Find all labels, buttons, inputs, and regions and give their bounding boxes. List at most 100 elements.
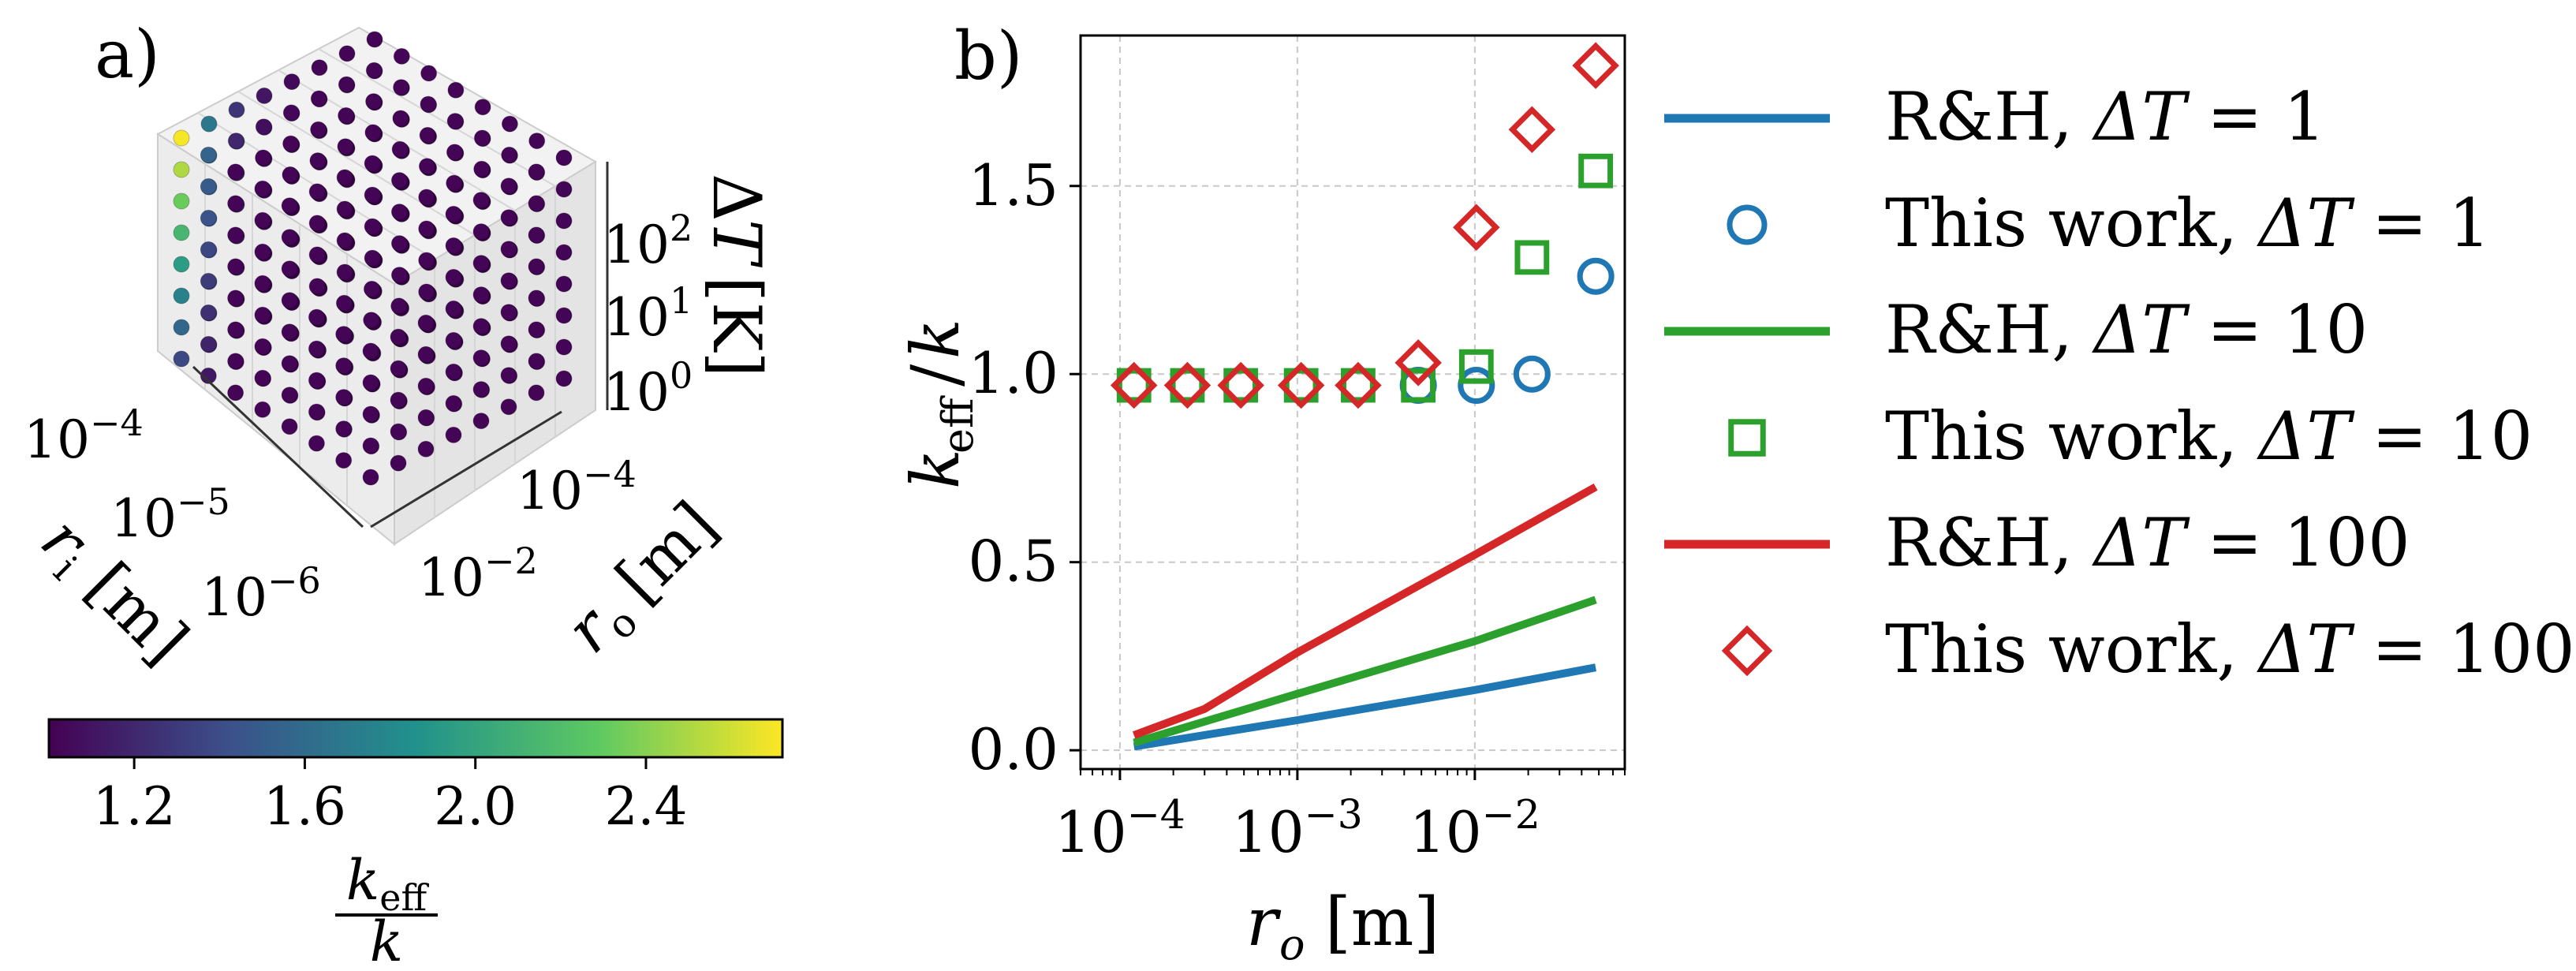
x-tick-label-base: 10 [1409, 799, 1482, 865]
legend-label: R&H, ΔT = 1 [1885, 78, 2326, 155]
series-line [1133, 596, 1597, 747]
legend-label: This work, ΔT = 100 [1885, 611, 2575, 688]
scatter-point [227, 163, 245, 181]
scatter-point [555, 149, 573, 166]
scatter-point [364, 155, 381, 172]
series-line [1132, 483, 1598, 739]
scatter-point [472, 349, 490, 367]
x-axis-title-sub: o [1279, 920, 1305, 969]
scatter-point [308, 435, 325, 452]
legend-label-var: ΔT [2092, 504, 2191, 581]
scatter-point [420, 95, 437, 113]
data-point-diamond [1572, 42, 1619, 89]
legend-label-value: = 1 [2350, 185, 2490, 262]
dt-axis-title-var: T [698, 219, 775, 268]
legend-label-var: ΔT [2257, 611, 2356, 688]
series-diamond [1110, 42, 1619, 409]
scatter-point [363, 280, 380, 297]
ri-axis-line [192, 365, 364, 528]
scatter-point [173, 192, 190, 210]
data-point-square [1223, 368, 1259, 403]
data-point-diamond [1217, 361, 1264, 409]
dt-tick-exp: 1 [670, 279, 693, 322]
series-line [1132, 483, 1598, 739]
scatter-point [364, 218, 381, 235]
scatter-point [200, 115, 218, 133]
scatter-point [254, 180, 271, 197]
scatter-point [528, 321, 545, 338]
legend-label: R&H, ΔT = 10 [1885, 291, 2368, 368]
legend-label: R&H, ΔT = 100 [1885, 504, 2410, 581]
legend-label-prefix: This work, [1885, 185, 2259, 262]
legend-item: This work, ΔT = 100 [1721, 611, 2575, 688]
scatter-point [473, 129, 491, 147]
legend-swatch-circle [1727, 204, 1768, 245]
scatter-point [200, 367, 217, 384]
y-axis-title-k2: k [897, 319, 974, 359]
scatter-point [308, 308, 325, 326]
legend-label-value: = 100 [2350, 611, 2574, 688]
legend-item: R&H, ΔT = 1 [1664, 78, 2326, 155]
ro-tick-label: 10−4 [517, 453, 637, 521]
scatter-point [200, 177, 217, 195]
legend-label-prefix: R&H, [1885, 78, 2094, 155]
data-point-square [1578, 153, 1614, 189]
scatter-point [338, 76, 355, 93]
top-pane-gridline [318, 48, 556, 187]
scatter-point [364, 124, 382, 141]
scatter-point [362, 469, 379, 486]
series-square [1116, 153, 1614, 403]
scatter-point [311, 59, 328, 77]
ri-tick-base: 10 [110, 488, 177, 549]
scatter-point [390, 391, 407, 409]
data-point-square [1514, 240, 1550, 275]
scatter-point [472, 192, 490, 209]
scatter-point [336, 200, 353, 218]
data-point-circle [1513, 355, 1551, 393]
scatter-point [254, 211, 271, 229]
scatter-point [418, 252, 435, 269]
scatter-point [200, 209, 217, 226]
scatter-point [446, 144, 463, 161]
scatter-point [173, 256, 190, 273]
scatter-point [501, 115, 518, 133]
scatter-point [445, 268, 462, 286]
y-tick-label: 0.5 [968, 528, 1058, 595]
ro-tick-exp: −2 [484, 540, 538, 582]
scatter-point [555, 212, 573, 230]
colorbar-label-denominator: k [370, 909, 403, 971]
scatter-point [391, 140, 409, 158]
y-tick-label: 0.0 [968, 716, 1058, 782]
scatter-point [417, 377, 435, 394]
ri-axis-title-unit: [m] [73, 549, 203, 678]
scatter-point [393, 79, 410, 96]
scatter-point [173, 129, 190, 147]
data-point-square [1170, 368, 1205, 403]
scatter-point [472, 318, 490, 335]
scatter-point [308, 183, 326, 200]
legend-swatch-square [1728, 419, 1766, 457]
scatter-point [390, 423, 407, 440]
data-point-square [1341, 368, 1376, 403]
x-axis-title-unit: [m] [1325, 883, 1439, 961]
scatter-point [500, 209, 517, 226]
scatter-point [227, 258, 245, 275]
legend-label-prefix: R&H, [1885, 504, 2094, 581]
data-point-square [1458, 349, 1494, 384]
legend-label-var: ΔT [2092, 291, 2191, 368]
ri-tick-label: 10−5 [110, 480, 230, 549]
x-tick-label-exp: −3 [1305, 791, 1363, 838]
scatter-point [392, 110, 409, 127]
scatter-point [500, 272, 517, 289]
plot-frame [1079, 34, 1626, 771]
panel-b-label: b) [954, 17, 1023, 95]
scatter-point [362, 437, 379, 454]
legend-item: R&H, ΔT = 10 [1664, 291, 2368, 368]
chart-ticks: 10−4 10−3 10−20.00.51.01.5 [968, 152, 1626, 865]
scatter-point [445, 331, 462, 349]
scatter-point [472, 223, 490, 241]
colorbar-tick-label: 2.4 [604, 776, 687, 837]
scatter-point [390, 172, 408, 189]
scatter-point [418, 283, 435, 301]
scatter-point [281, 418, 298, 435]
